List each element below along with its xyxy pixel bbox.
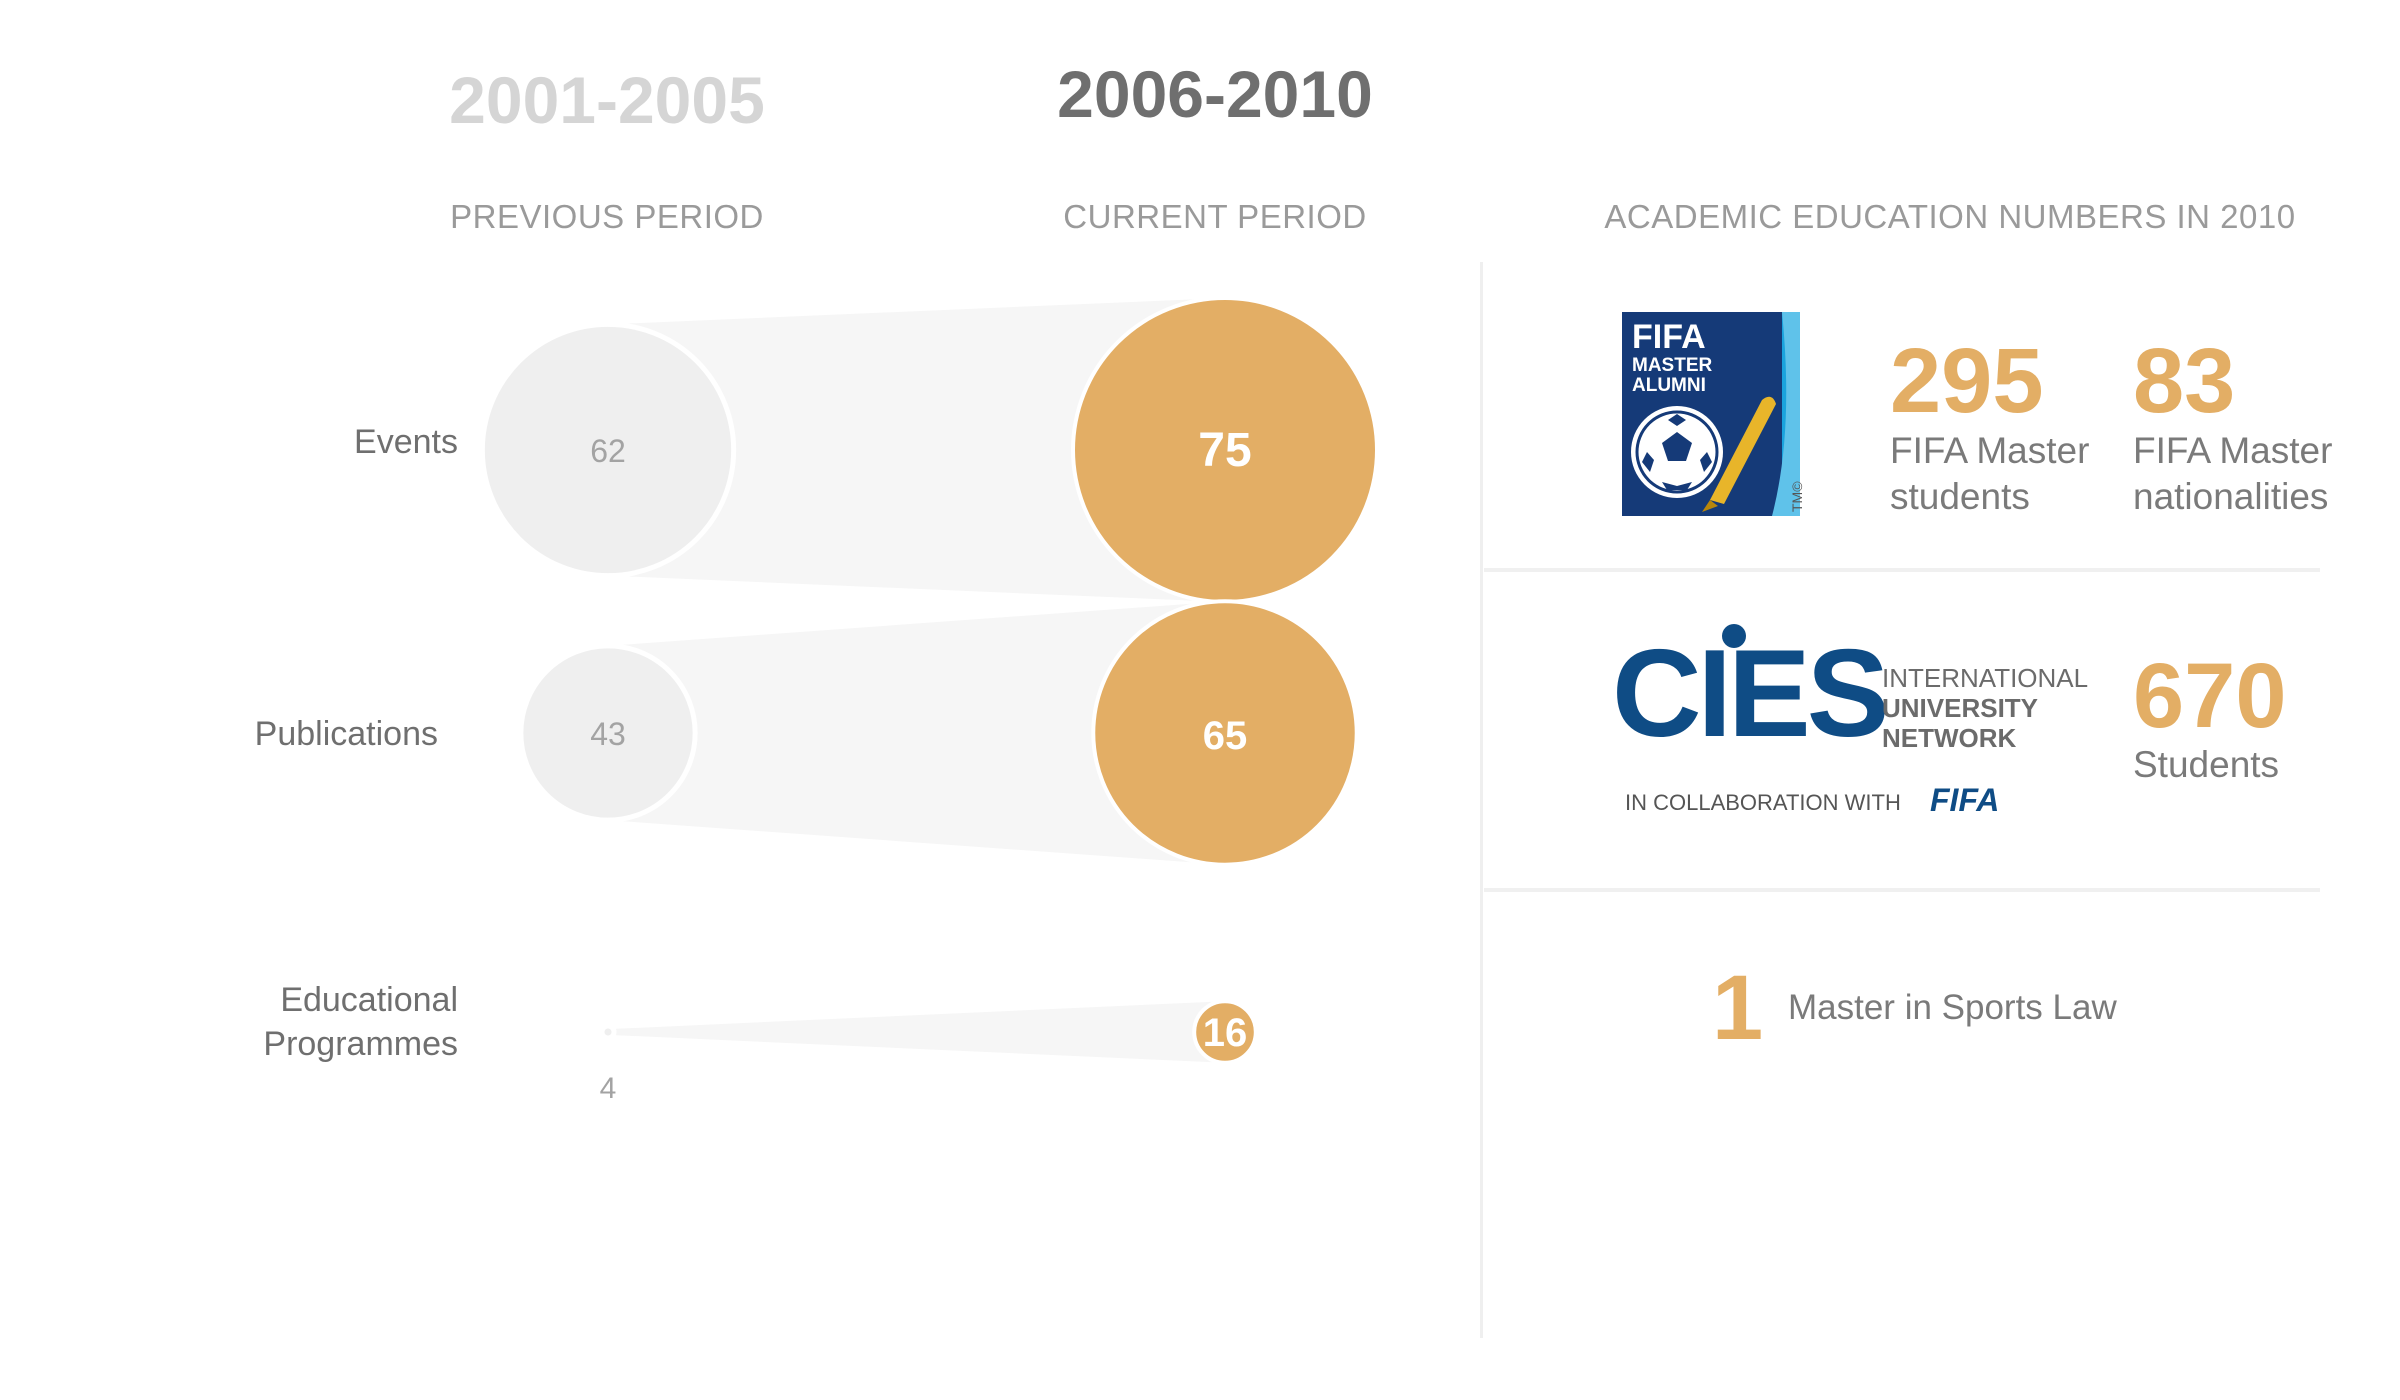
stat-295-line2: students [1890, 476, 2030, 518]
cies-wordmark: CIES [1612, 625, 1889, 763]
previous-period-label: PREVIOUS PERIOD [450, 198, 764, 235]
cies-line3: NETWORK [1882, 722, 2017, 753]
stat-sports-law-value: 1 [1712, 957, 1764, 1059]
logo-alumni-text: ALUMNI [1632, 375, 1706, 396]
row-label-programmes-line2: Programmes [263, 1025, 458, 1064]
logo-master-text: MASTER [1632, 355, 1713, 376]
value-current-events: 75 [1198, 424, 1251, 477]
current-period-label: CURRENT PERIOD [1063, 198, 1367, 235]
fifa-master-alumni-logo: TM© FIFA MASTER ALUMNI [1622, 312, 1822, 522]
cies-line1: INTERNATIONAL [1882, 663, 2089, 693]
current-period-range: 2006-2010 [1057, 57, 1373, 131]
row-label-events: Events [354, 423, 458, 461]
value-previous-educational-programmes: 4 [600, 1072, 617, 1105]
player-silhouette-icon [1722, 624, 1746, 648]
logo-fifa-text: FIFA [1632, 318, 1706, 356]
value-previous-publications: 43 [590, 716, 626, 752]
vertical-divider [1480, 262, 1483, 1338]
stat-83-line1: FIFA Master [2133, 430, 2333, 471]
row-label-programmes-line1: Educational [280, 981, 458, 1019]
bubble-current-educational-programmes [1192, 999, 1258, 1065]
previous-period-range: 2001-2005 [449, 63, 765, 137]
cies-tagline: INTERNATIONAL UNIVERSITY NETWORK [1882, 663, 2089, 754]
cies-collab-text: IN COLLABORATION WITH [1625, 790, 1901, 815]
cies-logo: CIES INTERNATIONAL UNIVERSITY NETWORK IN… [1612, 622, 2092, 822]
stat-670-desc: Students [2133, 744, 2280, 785]
stat-83-line2: nationalities [2133, 476, 2329, 518]
bubble-previous-events [479, 321, 737, 579]
stat-83-value: 83 [2133, 330, 2236, 432]
connector-events [608, 298, 1225, 602]
tm-mark: TM© [1789, 481, 1805, 512]
bubble-current-publications [1091, 599, 1359, 867]
stat-670-value: 670 [2133, 645, 2287, 747]
value-current-publications: 65 [1203, 714, 1248, 758]
cies-fifa-mark: FIFA [1930, 782, 2000, 818]
row-label-publications: Publications [254, 715, 438, 753]
stat-295-value: 295 [1890, 330, 2044, 432]
stat-295-line1: FIFA Master [1890, 430, 2090, 471]
horizontal-divider-1 [1484, 568, 2320, 572]
stat-295-desc: FIFA Master students [1890, 428, 2089, 521]
cies-line2: UNIVERSITY [1882, 692, 2039, 723]
horizontal-divider-2 [1484, 888, 2320, 892]
bubble-previous-publications [518, 643, 698, 823]
right-panel-header: ACADEMIC EDUCATION NUMBERS IN 2010 [1604, 198, 2296, 235]
stat-83-desc: FIFA Master nationalities [2133, 428, 2332, 521]
connector-publications [608, 601, 1225, 865]
stat-sports-law-text: Master in Sports Law [1788, 988, 2117, 1027]
connector-educational-programmes [608, 1001, 1225, 1063]
value-previous-events: 62 [590, 433, 626, 469]
bubble-previous-educational-programmes [599, 1023, 617, 1041]
value-current-educational-programmes: 16 [1203, 1011, 1248, 1055]
row-label-programmes: Educational Programmes [160, 978, 458, 1066]
